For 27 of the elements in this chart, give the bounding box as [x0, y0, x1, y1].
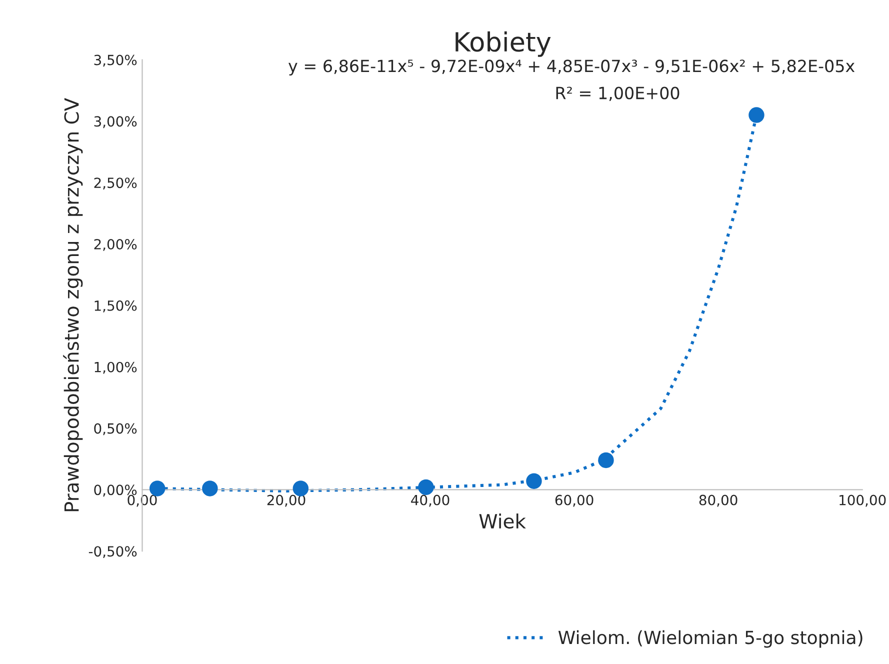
- y-tick-label: 1,50%: [94, 300, 137, 312]
- point: [202, 480, 218, 496]
- point: [149, 480, 166, 496]
- annotation: y = 6,86E-11x⁵ - 9,72E-09x⁴ + 4,85E-07x³ - 9,51E-06x² + 5,82E-05x: [288, 60, 855, 76]
- y-tick-label: 3,50%: [94, 54, 137, 67]
- x-tick-label: 20,00: [267, 494, 306, 507]
- x-tick-label: 40,00: [411, 494, 450, 507]
- x-axis-title: Wiek: [479, 514, 526, 529]
- point: [748, 107, 764, 123]
- legend-label: Wielom. (Wielomian 5-go stopnia): [558, 630, 862, 648]
- y-tick-label: 2,00%: [94, 238, 137, 251]
- chart-title: Kobiety: [456, 31, 551, 57]
- point: [526, 473, 542, 489]
- y-tick-label: 1,00%: [94, 362, 137, 374]
- x-tick-label: 100,00: [840, 494, 886, 507]
- point: [418, 479, 434, 496]
- y-tick-label: 3,00%: [94, 116, 137, 128]
- point: [598, 452, 614, 468]
- y-tick-label: 0,00%: [94, 484, 137, 497]
- y-axis-title: Prawdopodobieństwo zgonu z przyczyn CV: [63, 98, 83, 512]
- point: [292, 480, 309, 496]
- y-tick-label: 2,50%: [94, 178, 137, 190]
- x-tick-label: 60,00: [555, 494, 594, 507]
- x-tick-label: 80,00: [699, 494, 738, 507]
- annotation: R² = 1,00E+00: [556, 86, 680, 102]
- y-tick-label: -0,50%: [88, 546, 137, 558]
- y-tick-label: 0,50%: [94, 423, 137, 436]
